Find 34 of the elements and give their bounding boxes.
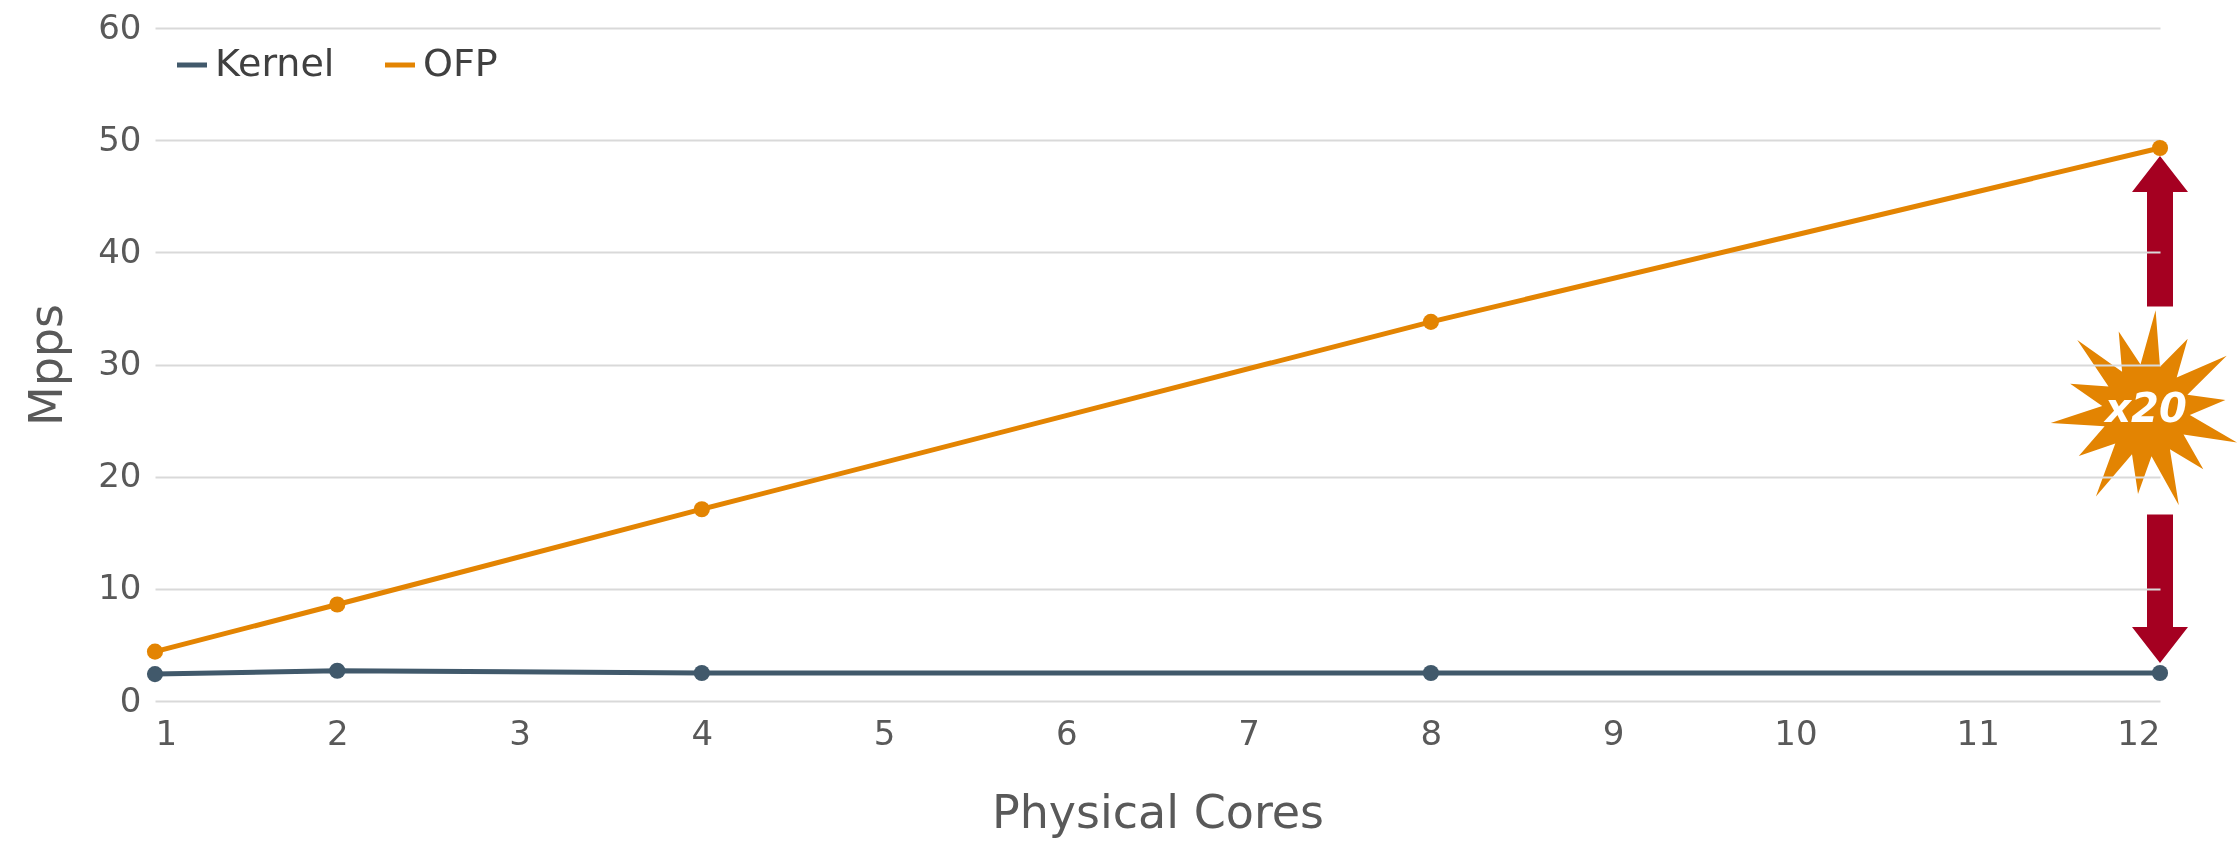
y-axis-title: Mpps <box>19 303 74 427</box>
x-tick-label: 6 <box>1056 712 1078 753</box>
y-tick-label: 0 <box>119 679 142 720</box>
legend-label: Kernel <box>215 41 335 85</box>
x-tick-label: 3 <box>509 712 531 753</box>
y-tick-label: 20 <box>98 455 142 496</box>
y-tick-label: 60 <box>98 6 142 47</box>
x-tick-label: 2 <box>326 712 349 753</box>
x-tick-label: 7 <box>1238 712 1260 753</box>
x-tick-label: 10 <box>1774 712 1818 753</box>
legend-label: OFP <box>423 41 498 85</box>
y-tick-label: 10 <box>98 567 142 608</box>
point <box>329 662 346 679</box>
point <box>693 664 710 681</box>
point <box>693 501 710 518</box>
point <box>146 643 164 660</box>
y-tick-label: 50 <box>98 118 142 159</box>
annotation: x20 <box>2103 385 2187 432</box>
y-tick-label: 40 <box>98 230 142 271</box>
point <box>2151 139 2169 157</box>
x-tick-label: 8 <box>1420 712 1443 753</box>
point <box>1422 664 1439 681</box>
x-tick-label: 12 <box>2117 712 2161 753</box>
point <box>329 596 346 613</box>
x-tick-label: 1 <box>155 712 178 753</box>
point <box>1422 313 1439 330</box>
x-tick-label: 5 <box>873 712 896 753</box>
x-tick-label: 11 <box>1956 712 2000 753</box>
x-tick-label: 4 <box>691 712 714 753</box>
point <box>2151 664 2169 681</box>
y-tick-label: 30 <box>98 343 142 383</box>
point <box>146 666 164 683</box>
x-axis-title: Physical Cores <box>991 784 1325 839</box>
x-tick-label: 9 <box>1602 712 1625 753</box>
